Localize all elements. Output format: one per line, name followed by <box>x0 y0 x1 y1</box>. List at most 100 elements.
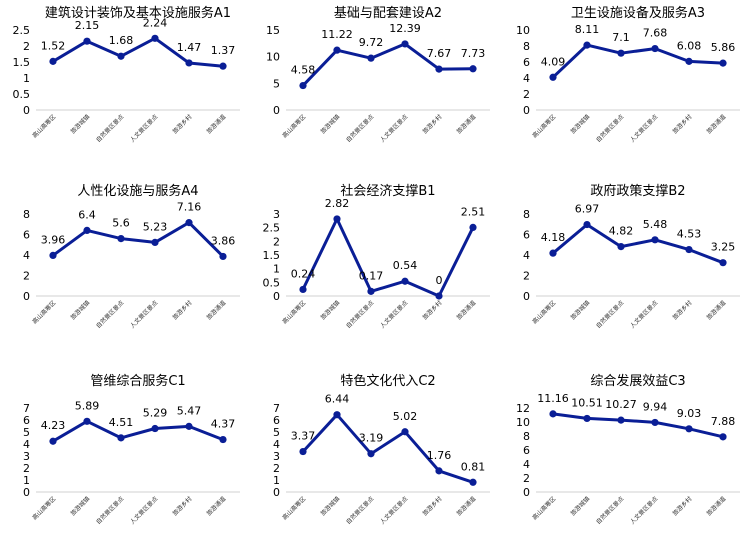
x-tick-label: 自然景区景点 <box>94 299 125 330</box>
y-tick-label: 0 <box>523 486 530 499</box>
data-label: 1.76 <box>427 449 452 462</box>
x-tick-label: 旅游城镇 <box>569 495 592 518</box>
x-tick-label: 旅游通道 <box>705 299 728 322</box>
line-chart: 建筑设计装饰及基本设施服务A100.511.522.51.522.151.682… <box>13 5 240 144</box>
data-label: 11.22 <box>321 28 353 41</box>
x-tick-label: 旅游通道 <box>205 113 228 136</box>
y-tick-label: 1.5 <box>263 249 281 262</box>
data-label: 7.88 <box>711 415 736 428</box>
data-point <box>435 65 443 73</box>
y-tick-label: 0 <box>523 290 530 303</box>
data-label: 5.6 <box>112 217 130 230</box>
y-tick-label: 3 <box>273 450 280 463</box>
x-tick-label: 旅游乡村 <box>421 495 444 518</box>
data-label: 6.97 <box>575 203 600 216</box>
data-point <box>617 242 625 251</box>
y-tick-label: 2 <box>523 472 530 485</box>
y-tick-label: 10 <box>516 24 530 37</box>
data-point <box>469 478 477 486</box>
y-tick-label: 8 <box>523 430 530 443</box>
data-label: 3.25 <box>711 241 736 254</box>
x-tick-label: 高山高寒区 <box>531 495 558 522</box>
y-tick-label: 1 <box>273 474 280 487</box>
x-tick-label: 自然景区景点 <box>94 113 125 144</box>
y-tick-label: 3 <box>23 450 30 463</box>
chart-title: 综合发展效益C3 <box>590 373 685 389</box>
data-label: 5.02 <box>393 410 418 423</box>
data-point <box>219 252 227 261</box>
x-tick-label: 旅游通道 <box>455 495 478 518</box>
data-label: 4.37 <box>211 418 236 431</box>
data-point <box>83 226 91 234</box>
y-tick-label: 12 <box>516 402 530 415</box>
data-point <box>151 424 159 433</box>
x-tick-label: 高山高寒区 <box>31 299 58 326</box>
line-chart: 社会经济支撑B100.511.522.530.242.820.170.5402.… <box>263 183 490 330</box>
data-label: 1.47 <box>177 41 202 54</box>
y-tick-label: 2 <box>273 235 280 248</box>
data-label: 2.82 <box>325 197 350 210</box>
data-point <box>549 73 557 81</box>
data-point <box>469 223 477 231</box>
x-tick-label: 人文景区景点 <box>628 113 659 144</box>
y-tick-label: 0 <box>23 486 30 499</box>
x-tick-label: 人文景区景点 <box>628 299 659 330</box>
x-tick-label: 旅游城镇 <box>569 113 592 136</box>
data-point <box>435 292 443 300</box>
y-tick-label: 4 <box>523 458 530 471</box>
y-tick-label: 6 <box>273 414 280 427</box>
data-label: 7.73 <box>461 47 486 60</box>
data-point <box>719 259 727 267</box>
y-tick-label: 0 <box>23 104 30 117</box>
data-point <box>651 418 659 427</box>
y-tick-label: 6 <box>523 444 530 457</box>
data-label: 2.24 <box>143 16 168 29</box>
data-point <box>333 215 341 223</box>
line-chart: 卫生设施设备及服务A3 0 2 4 6 8 10 4.09 8.11 7.1 7.68 6.08 5.8… <box>516 5 740 144</box>
y-tick-label: 2 <box>523 88 530 101</box>
data-point <box>49 437 57 445</box>
chart-title: 特色文化代入C2 <box>340 373 435 389</box>
x-tick-label: 自然景区景点 <box>344 113 375 144</box>
data-point <box>685 425 693 433</box>
chart-panel: 建筑设计装饰及基本设施服务A1 0 0.5 1 1.5 2 2.5 1.52 2.15 1.68 2… <box>0 0 250 170</box>
data-label: 0.24 <box>291 267 316 280</box>
y-tick-label: 10 <box>266 51 280 64</box>
data-point <box>549 249 557 257</box>
y-tick-label: 4 <box>23 438 30 451</box>
y-tick-label: 8 <box>23 208 30 221</box>
data-label: 4.09 <box>541 55 566 68</box>
y-tick-label: 4 <box>523 72 530 85</box>
data-label: 1.68 <box>109 34 134 47</box>
line-chart: 基础与配套建设A2 0 5 10 15 4.58 11.22 9.72 12.39 7.67 7.7… <box>266 5 490 144</box>
x-tick-label: 自然景区景点 <box>344 299 375 330</box>
data-label: 7.16 <box>177 201 202 214</box>
x-tick-label: 高山高寒区 <box>281 495 308 522</box>
data-point <box>117 52 125 60</box>
data-label: 6.08 <box>677 39 702 52</box>
x-tick-label: 人文景区景点 <box>128 495 159 526</box>
y-tick-label: 2.5 <box>263 222 281 235</box>
data-point <box>367 54 375 62</box>
data-label: 8.11 <box>575 23 600 36</box>
data-point <box>685 57 693 65</box>
data-point <box>151 238 159 246</box>
y-tick-label: 8 <box>523 40 530 53</box>
y-tick-label: 4 <box>273 438 280 451</box>
chart-panel: 特色文化代入C2 0 1 2 3 4 5 6 7 3.37 6.44 3.19 5.02 1.76 0.81… <box>250 368 500 538</box>
x-tick-label: 自然景区景点 <box>594 113 625 144</box>
y-tick-label: 1 <box>23 72 30 85</box>
x-tick-label: 自然景区景点 <box>594 299 625 330</box>
x-tick-label: 旅游乡村 <box>171 495 194 518</box>
x-tick-label: 旅游通道 <box>205 495 228 518</box>
data-point <box>49 57 57 65</box>
chart-panel: 政府政策支撑B2 0 2 4 6 8 4.18 6.97 4.82 5.48 4.53 3.25 高山高… <box>500 178 750 348</box>
data-point <box>151 34 159 42</box>
chart-panel: 综合发展效益C3 0 2 4 6 8 10 12 11.16 10.51 10.27 9.94 9.03… <box>500 368 750 538</box>
data-label: 5.86 <box>711 41 736 54</box>
data-label: 4.51 <box>109 416 134 429</box>
